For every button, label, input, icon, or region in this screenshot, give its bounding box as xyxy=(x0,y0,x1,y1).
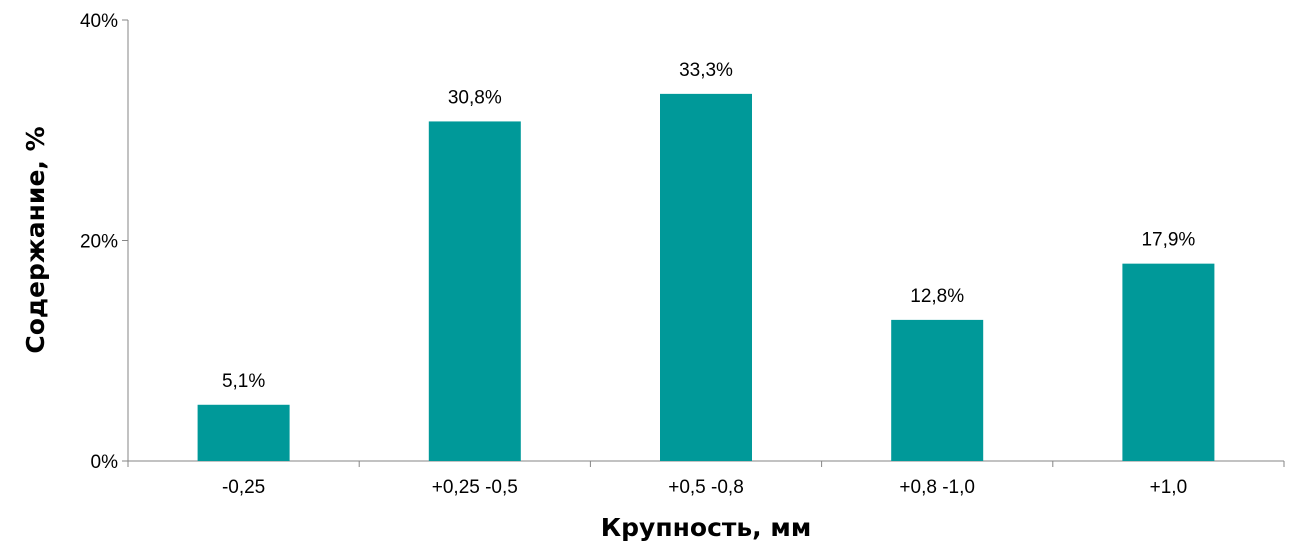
data-label: 30,8% xyxy=(448,87,502,108)
y-axis-title: Содержание, % xyxy=(21,126,50,353)
bar xyxy=(428,121,521,462)
bar xyxy=(891,319,984,461)
bar xyxy=(197,404,290,461)
x-tick-label: -0,25 xyxy=(222,477,265,498)
y-axis: 0% 20% 40% xyxy=(80,11,129,473)
bar xyxy=(1122,263,1215,461)
x-tick-label: +0,25 -0,5 xyxy=(432,477,518,498)
x-axis-title: Крупность, мм xyxy=(601,513,812,542)
x-tick-label: +1,0 xyxy=(1150,477,1188,498)
data-label: 12,8% xyxy=(910,286,964,307)
y-tick-label: 0% xyxy=(91,452,119,473)
data-labels: 5,1% 30,8% 33,3% 12,8% 17,9% xyxy=(222,60,1195,392)
y-tick-label: 40% xyxy=(80,11,118,32)
bars xyxy=(197,93,1215,462)
x-axis: -0,25 +0,25 -0,5 +0,5 -0,8 +0,8 -1,0 +1,0 xyxy=(127,460,1285,498)
x-tick-label: +0,5 -0,8 xyxy=(668,477,744,498)
data-label: 5,1% xyxy=(222,371,265,392)
y-tick-label: 20% xyxy=(80,232,118,253)
bar xyxy=(660,93,752,462)
data-label: 17,9% xyxy=(1141,230,1195,251)
x-tick-label: +0,8 -1,0 xyxy=(899,477,975,498)
data-label: 33,3% xyxy=(679,60,733,81)
